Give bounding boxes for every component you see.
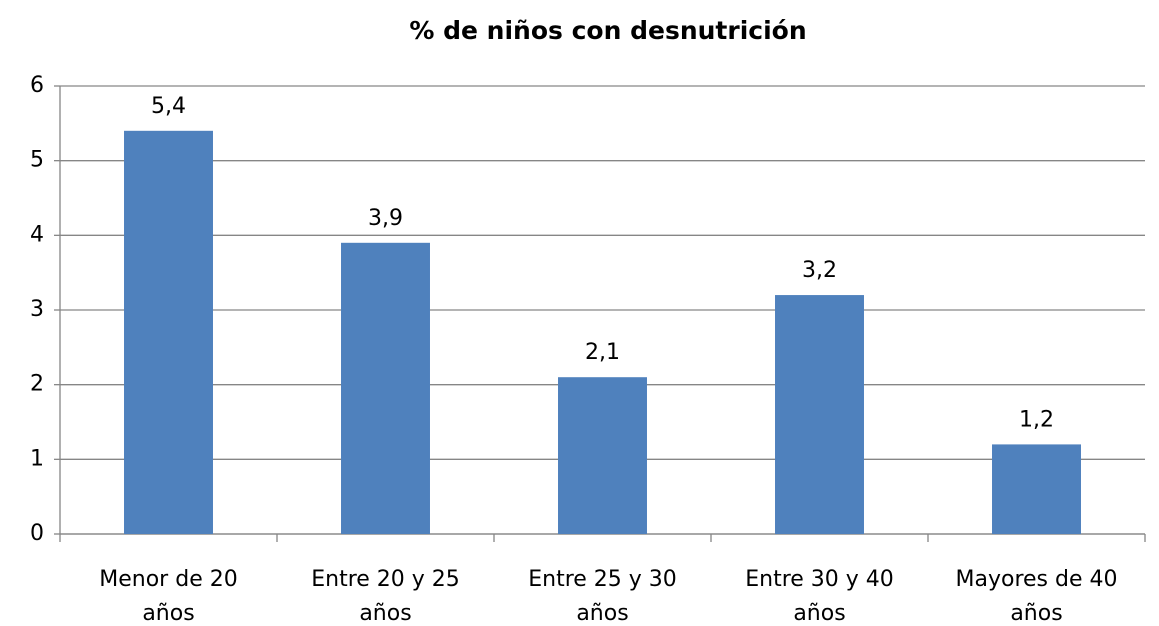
value-label: 3,2 <box>802 258 837 283</box>
y-tick-label: 2 <box>30 372 44 397</box>
x-tick-label: Menor de 20 años <box>99 567 237 626</box>
x-tick-label: Mayores de 40 años <box>956 567 1118 626</box>
bar <box>558 377 647 534</box>
chart-title: % de niños con desnutrición <box>409 16 806 45</box>
y-tick-label: 0 <box>30 521 44 546</box>
y-tick-label: 5 <box>30 148 44 173</box>
y-tick-label: 3 <box>30 297 44 322</box>
value-label: 1,2 <box>1019 407 1054 432</box>
y-tick-label: 6 <box>30 73 44 98</box>
value-label: 3,9 <box>368 206 403 231</box>
x-tick-label: Entre 25 y 30 años <box>528 567 677 626</box>
x-tick-label: Entre 20 y 25 años <box>311 567 460 626</box>
bar <box>992 444 1081 534</box>
value-label: 2,1 <box>585 340 620 365</box>
bar <box>124 130 213 535</box>
value-label: 5,4 <box>151 94 186 119</box>
y-tick-label: 1 <box>30 446 44 471</box>
bar <box>341 242 430 535</box>
bar <box>775 295 864 534</box>
y-tick-label: 4 <box>30 222 44 247</box>
x-tick-label: Entre 30 y 40 años <box>745 567 894 626</box>
